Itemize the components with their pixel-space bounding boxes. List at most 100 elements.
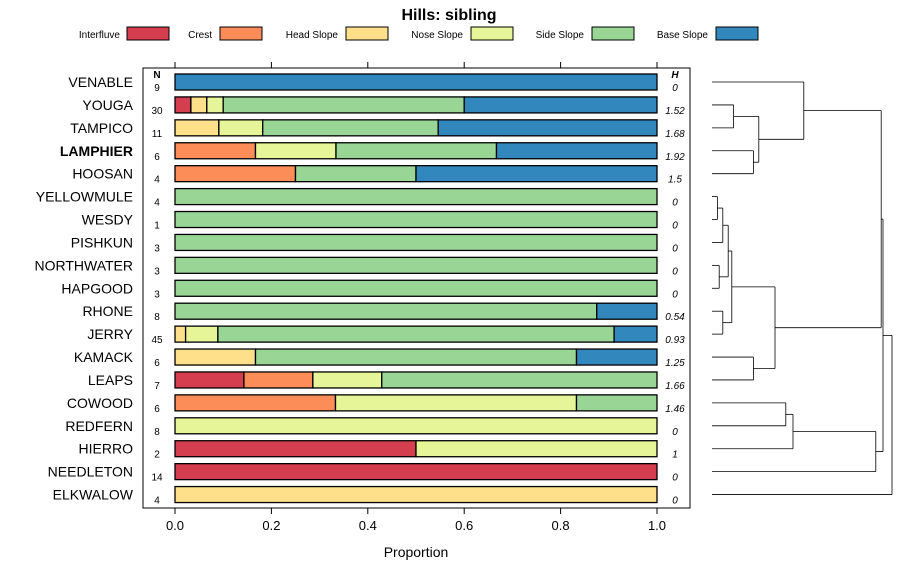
n-value: 7 bbox=[154, 381, 160, 392]
bar-segment bbox=[335, 142, 498, 160]
row-label: HOOSAN bbox=[72, 166, 133, 182]
row-label: JERRY bbox=[87, 326, 133, 342]
x-tick-label: 0.8 bbox=[552, 518, 570, 533]
n-value: 6 bbox=[154, 152, 160, 163]
n-value: 1 bbox=[154, 221, 160, 232]
bar-segment bbox=[575, 348, 658, 366]
h-column-header: H bbox=[671, 70, 679, 81]
n-value: 6 bbox=[154, 404, 160, 415]
legend-label: Nose Slope bbox=[411, 30, 463, 41]
h-value: 0.93 bbox=[665, 335, 685, 346]
n-value: 2 bbox=[154, 450, 160, 461]
dendrogram bbox=[712, 81, 893, 495]
row-label: RHONE bbox=[82, 303, 133, 319]
x-tick-label: 1.0 bbox=[648, 518, 666, 533]
n-value: 8 bbox=[154, 427, 160, 438]
h-value: 1.66 bbox=[665, 381, 685, 392]
h-value: 0 bbox=[672, 243, 678, 254]
n-value: 45 bbox=[151, 335, 163, 346]
bar-segment bbox=[254, 142, 337, 160]
n-value: 9 bbox=[154, 83, 160, 94]
row-label: HIERRO bbox=[79, 441, 134, 457]
bar-segment bbox=[174, 165, 297, 183]
bar-segment bbox=[174, 119, 220, 137]
bar-row: HIERRO 2 1 bbox=[79, 440, 678, 461]
bar-segment bbox=[294, 165, 417, 183]
h-value: 0 bbox=[672, 289, 678, 300]
n-value: 3 bbox=[154, 266, 160, 277]
bar-row: LAMPHIER 6 1.92 bbox=[60, 142, 685, 163]
bar-segment bbox=[174, 485, 658, 504]
row-label: LAMPHIER bbox=[60, 143, 133, 159]
bar-row: YOUGA 30 1.52 bbox=[82, 96, 685, 117]
h-value: 0 bbox=[672, 221, 678, 232]
bar-segment bbox=[174, 187, 658, 206]
x-axis: 0.0 0.2 0.4 0.6 0.8 1.0 bbox=[166, 62, 666, 533]
x-tick-label: 0.4 bbox=[359, 518, 377, 533]
legend-swatch bbox=[715, 26, 759, 41]
bar-segment bbox=[174, 348, 257, 366]
row-label: PISHKUN bbox=[71, 234, 133, 250]
row-label: NEEDLETON bbox=[48, 464, 133, 480]
legend-swatch bbox=[591, 26, 635, 41]
h-value: 1.46 bbox=[665, 404, 685, 415]
n-value: 14 bbox=[151, 473, 163, 484]
bar-segment bbox=[174, 233, 658, 252]
h-value: 0 bbox=[672, 473, 678, 484]
n-value: 4 bbox=[154, 496, 160, 507]
bar-row: JERRY 45 0.93 bbox=[87, 325, 685, 346]
h-value: 1.92 bbox=[665, 152, 685, 163]
bar-row: VENABLE 9 0 bbox=[68, 73, 678, 94]
x-tick-label: 0.0 bbox=[166, 518, 184, 533]
h-value: 0 bbox=[672, 83, 678, 94]
row-label: NORTHWATER bbox=[34, 257, 133, 273]
bar-row: REDFERN 8 0 bbox=[65, 417, 678, 438]
n-value: 4 bbox=[154, 175, 160, 186]
legend-label: Interfluve bbox=[79, 30, 121, 41]
bar-segment bbox=[437, 119, 658, 137]
bar-segment bbox=[334, 394, 578, 412]
x-axis-label: Proportion bbox=[384, 544, 449, 560]
h-value: 1.5 bbox=[668, 175, 682, 186]
row-label: REDFERN bbox=[65, 418, 133, 434]
bar-segment bbox=[596, 302, 658, 320]
bar-segment bbox=[174, 440, 417, 458]
h-value: 1 bbox=[672, 450, 678, 461]
bar-segment bbox=[254, 348, 578, 366]
bar-row: NORTHWATER 3 0 bbox=[34, 256, 678, 277]
bar-segment bbox=[218, 119, 264, 137]
h-value: 1.52 bbox=[665, 106, 685, 117]
legend-swatch bbox=[470, 26, 514, 41]
row-label: LEAPS bbox=[88, 372, 133, 388]
legend: Interfluve Crest Head Slope Nose Slope Side … bbox=[79, 26, 759, 41]
bar-segment bbox=[222, 96, 465, 114]
n-value: 8 bbox=[154, 312, 160, 323]
row-label: YELLOWMULE bbox=[36, 189, 133, 205]
bar-segment bbox=[262, 119, 439, 137]
bar-row: NEEDLETON 14 0 bbox=[48, 462, 678, 484]
chart-title: Hills: sibling bbox=[401, 7, 496, 24]
row-label: WESDY bbox=[82, 212, 134, 228]
legend-label: Side Slope bbox=[536, 30, 585, 41]
h-value: 1.68 bbox=[665, 129, 685, 140]
row-label: YOUGA bbox=[82, 97, 133, 113]
bar-segment bbox=[174, 325, 187, 343]
bar-segment bbox=[174, 302, 598, 320]
bar-row: COWOOD 6 1.46 bbox=[67, 394, 685, 415]
legend-swatch bbox=[126, 26, 170, 41]
bar-segment bbox=[312, 371, 383, 389]
bar-segment bbox=[190, 96, 208, 114]
bar-segment bbox=[174, 73, 658, 91]
x-tick-label: 0.6 bbox=[455, 518, 473, 533]
bar-row: HAPGOOD 3 0 bbox=[61, 279, 678, 300]
bar-row: KAMACK 6 1.25 bbox=[74, 348, 685, 369]
h-value: 0 bbox=[672, 427, 678, 438]
bar-segment bbox=[243, 371, 314, 389]
n-value: 3 bbox=[154, 289, 160, 300]
row-label: ELKWALOW bbox=[53, 487, 134, 503]
n-column-header: N bbox=[153, 70, 160, 81]
bar-segment bbox=[174, 210, 658, 229]
h-value: 0 bbox=[672, 266, 678, 277]
